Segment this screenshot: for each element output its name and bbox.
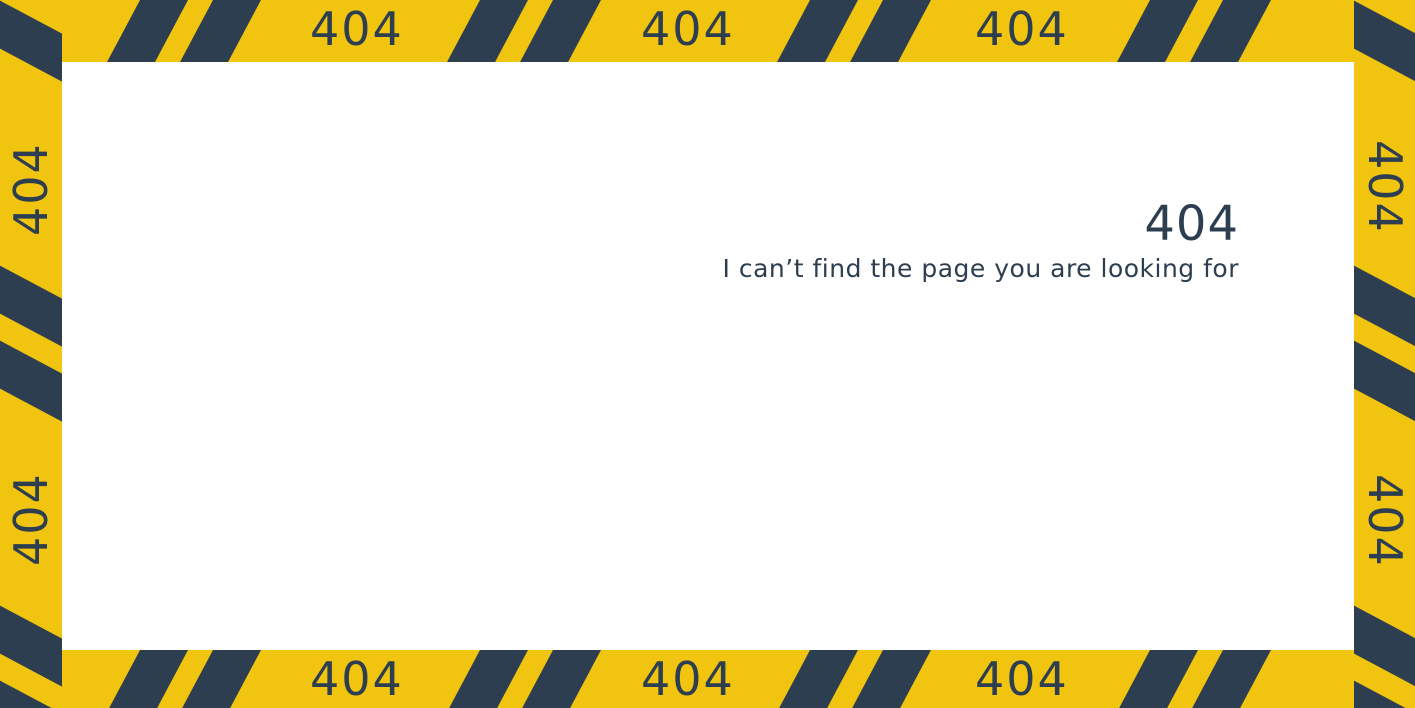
tape-label: 404 <box>975 652 1069 706</box>
tape-label: 404 <box>310 652 404 706</box>
tape-label: 404 <box>1358 474 1412 568</box>
tape-stripe <box>852 650 931 708</box>
tape-stripe <box>1354 330 1415 437</box>
tape-label: 404 <box>310 2 404 56</box>
tape-label: 404 <box>4 142 58 236</box>
error-message: I can’t find the page you are looking fo… <box>722 254 1239 283</box>
caution-tape-top: 404 404 404 <box>62 0 1354 62</box>
error-block: 404 I can’t find the page you are lookin… <box>723 200 1239 281</box>
tape-stripe <box>522 650 601 708</box>
tape-label: 404 <box>641 2 735 56</box>
tape-stripe <box>779 650 858 708</box>
tape-stripe <box>1119 650 1198 708</box>
tape-stripe <box>777 0 858 62</box>
caution-tape-bottom: 404 404 404 <box>62 650 1354 708</box>
tape-stripe <box>1354 0 1415 97</box>
tape-stripe <box>850 0 931 62</box>
tape-stripe <box>107 0 188 62</box>
tape-stripe <box>182 650 261 708</box>
tape-stripe <box>1117 0 1198 62</box>
tape-stripe <box>449 650 528 708</box>
error-panel: 404 I can’t find the page you are lookin… <box>62 62 1354 650</box>
tape-label: 404 <box>4 472 58 566</box>
tape-label: 404 <box>1358 140 1412 234</box>
tape-stripe <box>1190 0 1271 62</box>
caution-tape-left: 404 404 <box>0 0 62 708</box>
caution-tape-right: 404 404 <box>1354 0 1415 708</box>
error-code: 404 <box>1144 196 1239 252</box>
tape-label: 404 <box>641 652 735 706</box>
tape-stripe <box>109 650 188 708</box>
tape-stripe <box>1192 650 1271 708</box>
tape-stripe <box>0 330 62 437</box>
tape-stripe <box>0 0 62 97</box>
tape-label: 404 <box>975 2 1069 56</box>
tape-stripe <box>180 0 261 62</box>
tape-stripe <box>447 0 528 62</box>
tape-stripe <box>520 0 601 62</box>
